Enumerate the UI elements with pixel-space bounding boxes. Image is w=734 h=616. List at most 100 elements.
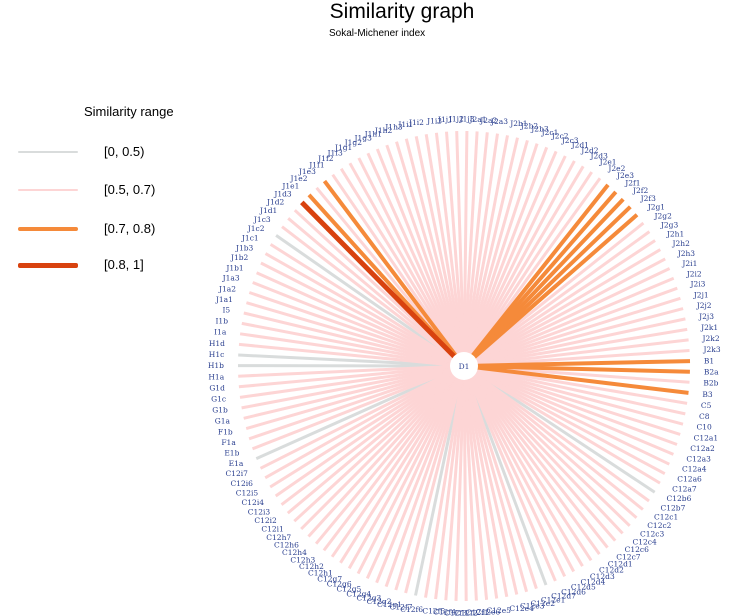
edge-C12g6 (356, 375, 460, 575)
edge-J1h2 (395, 141, 462, 355)
edge-J1c3 (281, 225, 456, 361)
node-label-C12f3: C12f3 (444, 608, 467, 616)
edge-J2h3 (473, 257, 666, 362)
node-label-I1b: I1b (215, 317, 228, 326)
node-label-J1j3: J1j3 (459, 115, 475, 124)
edge-J2e1 (469, 171, 593, 357)
edge-C12b7 (472, 371, 650, 503)
node-label-C12c6: C12c6 (625, 545, 649, 554)
edge-C12c4 (471, 373, 624, 535)
node-label-C12g4: C12g4 (346, 589, 371, 598)
edge-C12i2 (286, 372, 456, 515)
legend-swatch-1 (18, 189, 78, 191)
node-label-C12i1: C12i1 (261, 525, 283, 534)
node-label-J1g1: J1g1 (334, 143, 352, 152)
node-label-F1a: F1a (221, 438, 236, 447)
edge-C12d4 (468, 375, 576, 573)
node-label-J2j1: J2j1 (693, 290, 709, 299)
chart-subtitle: Sokal-Michener index (329, 28, 426, 39)
node-label-G1d: G1d (209, 383, 225, 392)
edge-G1d (238, 365, 453, 389)
node-label-C12a2: C12a2 (690, 444, 715, 453)
node-label-J1e2: J1e2 (290, 174, 308, 183)
node-label-J2b1: J2b1 (509, 119, 527, 128)
node-label-E1b: E1b (224, 449, 239, 458)
edge-C12e5 (464, 377, 499, 599)
node-label-F1b: F1b (218, 427, 233, 436)
node-label-J1c1: J1c1 (241, 234, 259, 243)
node-label-J1c2: J1c2 (247, 224, 265, 233)
edge-C12c6 (470, 373, 617, 542)
edge-J1f1 (331, 173, 459, 358)
node-label-I1a: I1a (214, 328, 227, 337)
legend-label-0: [0, 0.5) (104, 144, 145, 159)
edge-H1c (238, 353, 453, 367)
edge-C12f1 (463, 377, 478, 601)
node-label-B1: B1 (704, 356, 714, 365)
node-label-B2b: B2b (703, 379, 718, 388)
edge-C12c1 (472, 372, 644, 511)
edge-I5 (243, 311, 453, 365)
node-label-J1h3: J1h3 (384, 123, 403, 132)
edge-B1 (475, 359, 691, 368)
node-label-C12a7: C12a7 (672, 485, 697, 494)
node-label-J1a1: J1a1 (215, 295, 233, 304)
node-label-B3: B3 (702, 390, 713, 399)
edge-C12g1 (404, 377, 463, 594)
node-label-C5: C5 (701, 401, 712, 410)
node-label-H1c: H1c (209, 350, 225, 359)
edge-J1d3 (300, 200, 458, 360)
edge-J2h2 (473, 248, 662, 362)
node-labels: B1B2aB2bB3C5C8C10C12a1C12a2C12a3C12a4C12… (208, 115, 721, 616)
node-label-J2b3: J2b3 (530, 124, 549, 133)
node-label-J2d1: J2d1 (571, 141, 589, 150)
edge-J1c1 (269, 243, 455, 362)
node-label-J2f2: J2f2 (632, 186, 649, 195)
node-label-C12g7: C12g7 (317, 574, 342, 583)
edge-B2a (475, 364, 690, 374)
node-label-J1h1: J1h1 (364, 129, 382, 138)
node-label-J1i3: J1i3 (426, 116, 442, 125)
edge-F1b (245, 367, 453, 431)
edge-C12e6 (463, 377, 489, 600)
edge-J2a3 (464, 133, 499, 355)
edge-J2g2 (472, 221, 645, 360)
chart-title: Similarity graph (329, 0, 475, 23)
edge-C12i6 (264, 370, 455, 480)
node-label-J1d1: J1d1 (259, 206, 277, 215)
edge-J2e2 (469, 177, 602, 358)
legend-swatch-2 (18, 227, 78, 231)
node-label-J2k1: J2k1 (700, 323, 718, 332)
center-node-label: D1 (459, 362, 470, 371)
edge-J2d3 (469, 165, 585, 357)
node-label-C12c1: C12c1 (654, 512, 678, 521)
node-label-J2i2: J2i2 (686, 269, 702, 278)
edge-J2h1 (473, 239, 656, 361)
edge-C12a4 (474, 369, 670, 466)
node-label-C12a3: C12a3 (686, 455, 711, 464)
node-label-J2e1: J2e1 (599, 158, 617, 167)
edge-J2b1 (464, 135, 509, 355)
node-label-C12c2: C12c2 (647, 521, 671, 530)
edge-J2c2 (466, 146, 549, 356)
node-label-C12d2: C12d2 (599, 566, 624, 575)
node-label-C12e5: C12e5 (486, 606, 511, 615)
edge-J1e2 (315, 186, 458, 358)
node-label-J2j3: J2j3 (698, 312, 714, 321)
edge-J2f1 (470, 190, 618, 359)
node-label-C12f2: C12f2 (455, 609, 478, 616)
legend-item-3: [0.8, 1] (18, 255, 218, 275)
edge-E1b (251, 368, 454, 451)
edge-J1i1 (414, 135, 463, 355)
edge-J1i3 (434, 132, 464, 355)
edge-J2k1 (475, 327, 688, 366)
edge-J1f2 (339, 167, 459, 357)
node-label-C12h2: C12h2 (299, 562, 324, 571)
node-label-J2h1: J2h1 (666, 230, 684, 239)
edge-C12h1 (339, 375, 459, 564)
node-label-J2j2: J2j2 (696, 301, 712, 310)
edge-C12a6 (473, 370, 666, 476)
node-label-C12f4: C12f4 (433, 608, 456, 616)
edge-C12f4 (444, 377, 465, 601)
edge-J1j3 (462, 130, 469, 355)
